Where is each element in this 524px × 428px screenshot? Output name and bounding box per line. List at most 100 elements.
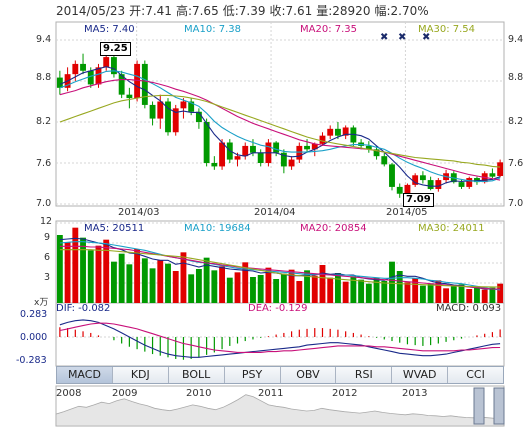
candle-body [110, 57, 117, 75]
vol-ma10-line [59, 241, 501, 291]
volume-bar [273, 279, 280, 303]
candle-body [381, 156, 388, 165]
volume-bar [219, 266, 226, 303]
candle-body [149, 104, 156, 119]
low-price-marker: 7.09 [403, 193, 434, 207]
volume-bar [497, 283, 504, 303]
volume-bar [319, 265, 326, 303]
price-ma20-label: MA20: 7.35 [300, 24, 358, 35]
volume-bar [474, 287, 480, 303]
overview-year: 2013 [402, 388, 428, 399]
date-tick: 2014/03 [118, 207, 160, 218]
tab-obv[interactable]: OBV [280, 367, 337, 383]
quote-change: 幅:2.70% [374, 4, 429, 18]
event-star-icon[interactable]: ✖ [422, 32, 431, 43]
volume-bar [396, 271, 403, 303]
volume-unit: x万 [34, 298, 49, 308]
tab-cci[interactable]: CCI [448, 367, 503, 383]
volume-bar [72, 227, 79, 303]
quote-volume: 量:28920 [316, 4, 371, 18]
date-tick: 2014/04 [254, 207, 296, 218]
volume-tick: 6 [44, 252, 51, 263]
tab-rsi[interactable]: RSI [336, 367, 393, 383]
volume-tick: 3 [44, 272, 51, 283]
candle-body [396, 186, 403, 194]
candle-body [389, 164, 395, 187]
candle-body [458, 182, 465, 187]
candle-body [435, 180, 442, 189]
candle-body [296, 145, 303, 160]
price-tick-right: 8.2 [508, 116, 524, 127]
price-tick: 7.6 [36, 158, 52, 169]
vol-ma20-line [59, 245, 501, 290]
quote-open: 开:7.41 [129, 4, 172, 18]
quote-low: 低:7.39 [222, 4, 266, 18]
overview-year: 2010 [186, 388, 212, 399]
tab-macd[interactable]: MACD [57, 367, 113, 383]
volume-bar [358, 279, 365, 303]
vol-ma5-label: MA5: 20511 [84, 223, 145, 234]
candle-body [219, 142, 226, 167]
candle-body [280, 152, 287, 167]
candle-body [466, 178, 473, 187]
overview-sparkline [55, 394, 505, 427]
candle-body [373, 149, 380, 157]
volume-bar [427, 283, 434, 303]
candle-body [319, 135, 326, 144]
quote-header: 2014/05/23 开:7.41 高:7.65 低:7.39 收:7.61 量:2892… [56, 2, 433, 19]
candle-body [95, 67, 102, 85]
volume-bar [373, 277, 380, 303]
candle-body [474, 178, 480, 183]
price-tick-right: 7.6 [508, 158, 524, 169]
date-tick: 2014/05 [386, 207, 428, 218]
tab-kdj[interactable]: KDJ [112, 367, 169, 383]
candle-body [188, 101, 195, 112]
price-tick: 8.8 [36, 72, 52, 83]
volume-bar [327, 277, 334, 303]
price-ma10-label: MA10: 7.38 [184, 24, 242, 35]
volume-bar [103, 239, 110, 303]
overview-handle-left [473, 387, 485, 425]
candle-body [250, 145, 256, 153]
candle-body [126, 94, 133, 99]
volume-bar [389, 261, 395, 303]
volume-bar [95, 245, 102, 303]
volume-bar [141, 258, 148, 303]
volume-bar [365, 283, 372, 303]
volume-bar [412, 278, 419, 303]
volume-bar [242, 262, 249, 303]
price-tick-right: 9.4 [508, 34, 524, 45]
candle-body [103, 57, 110, 68]
candle-body [288, 159, 295, 167]
quote-high: 高:7.65 [175, 4, 219, 18]
event-star-icon[interactable]: ✖ [380, 32, 389, 43]
volume-bar [435, 280, 442, 303]
candle-body [404, 184, 411, 194]
vol-ma10-label: MA10: 19684 [184, 223, 251, 234]
overview-year: 2008 [56, 388, 82, 399]
candle-body [304, 145, 310, 150]
candle-body [234, 156, 241, 160]
volume-bar [64, 242, 71, 303]
event-star-icon[interactable]: ✖ [398, 32, 407, 43]
candle-body [497, 162, 504, 176]
tab-boll[interactable]: BOLL [168, 367, 225, 383]
candle-body [257, 152, 264, 163]
price-ma30-line [59, 94, 501, 168]
candle-body [180, 101, 187, 109]
candle-body [334, 128, 341, 136]
quote-close: 收:7.61 [269, 4, 313, 18]
tab-wvad[interactable]: WVAD [392, 367, 449, 383]
candle-body [327, 128, 334, 136]
volume-bar [118, 253, 125, 303]
volume-bar [226, 277, 233, 303]
quote-date: 2014/05/23 [56, 4, 126, 18]
candle-body [242, 145, 249, 157]
candle-body [118, 74, 125, 95]
candle-body [165, 101, 171, 133]
vol-ma30-line [59, 249, 501, 288]
volume-bar [56, 235, 63, 303]
volume-bar [288, 269, 295, 303]
tab-psy[interactable]: PSY [224, 367, 281, 383]
